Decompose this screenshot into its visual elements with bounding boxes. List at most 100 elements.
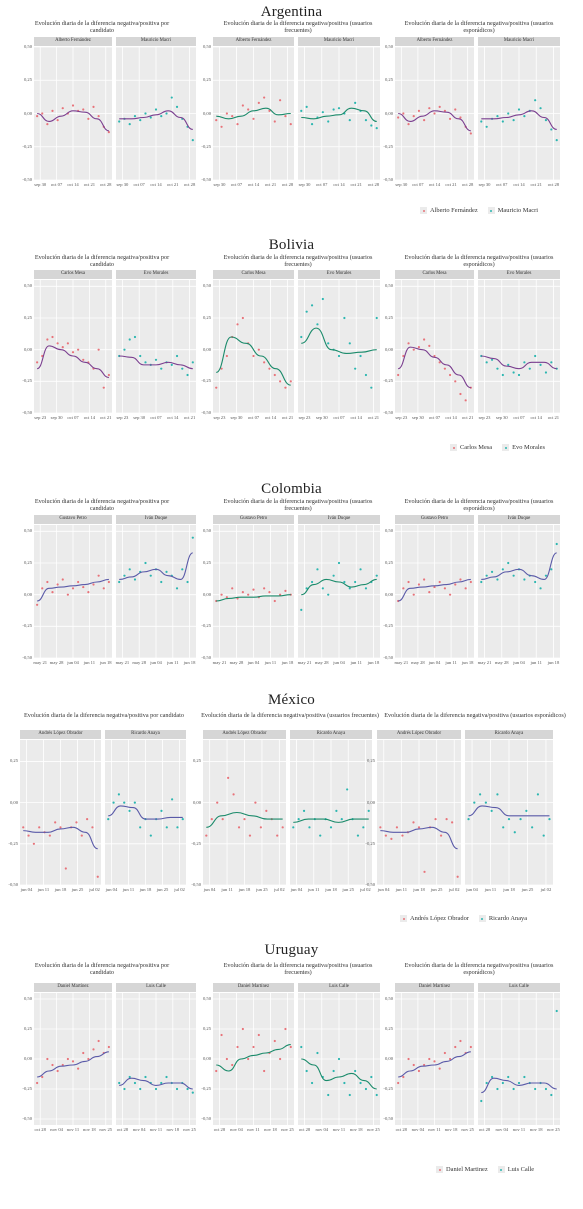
data-point <box>305 105 308 108</box>
x-tick-label: jun 11 <box>83 660 96 665</box>
data-point <box>438 361 441 364</box>
data-point <box>348 342 351 345</box>
data-point <box>71 351 75 354</box>
data-point <box>335 809 338 812</box>
data-point <box>149 116 152 119</box>
legend-item: Carlos Mesa <box>450 444 492 451</box>
facet-strip-label: Mauricio Macri <box>116 37 196 46</box>
data-point <box>402 112 405 115</box>
y-tick-label: 0,25 <box>9 758 18 764</box>
data-point <box>423 1063 426 1067</box>
x-tick-label: nov 25 <box>281 1127 294 1132</box>
x-tick-label: oct 28 <box>213 1127 226 1132</box>
data-point <box>87 1057 90 1061</box>
legend-swatch <box>400 915 407 922</box>
data-point <box>170 96 173 99</box>
x-tick-label: nov 18 <box>349 1127 363 1132</box>
data-point <box>279 593 282 596</box>
data-point <box>279 99 282 102</box>
data-point <box>41 112 44 115</box>
y-tick-label: 0,25 <box>23 1026 32 1031</box>
data-point <box>107 580 110 584</box>
y-tick-label: 0,25 <box>202 560 211 565</box>
trend-curve <box>398 110 471 132</box>
legend-item: Luis Calle <box>497 1166 534 1173</box>
data-point <box>417 583 421 586</box>
x-tick-label: oct 28 <box>34 1127 46 1132</box>
data-point <box>359 354 362 358</box>
data-point <box>412 821 415 824</box>
data-point <box>236 323 239 326</box>
facet-panel <box>395 993 474 1125</box>
y-tick-label: 0,00 <box>9 799 18 805</box>
y-tick-label: -0,25 <box>22 1086 32 1091</box>
data-point <box>469 580 472 584</box>
data-point <box>92 583 95 586</box>
data-point <box>308 826 311 829</box>
y-tick-label: -0,50 <box>383 177 393 182</box>
data-point <box>375 574 378 577</box>
data-point <box>289 380 292 383</box>
chart-subtitle: Evolución diaria de la diferencia negati… <box>223 962 373 976</box>
y-tick-label: 0,25 <box>23 315 32 320</box>
trend-curve <box>301 327 377 355</box>
data-point <box>423 338 426 341</box>
facet-strip-label: Alberto Fernández <box>395 37 474 46</box>
facet-panel <box>395 47 474 180</box>
data-point <box>321 111 324 114</box>
data-point <box>464 587 467 590</box>
data-point <box>236 123 239 126</box>
x-tick-label: nov 18 <box>264 1127 277 1132</box>
data-point <box>46 1057 49 1061</box>
data-point <box>539 587 542 590</box>
facet-plot <box>465 740 553 885</box>
data-point <box>144 361 147 364</box>
data-point <box>496 367 499 370</box>
trend-curve <box>301 1058 377 1090</box>
facet-strip-label: Alberto Fernández <box>213 37 294 46</box>
facet-panel <box>34 47 112 180</box>
facet-strip-label: Carlos Mesa <box>395 270 474 279</box>
data-point <box>215 119 218 122</box>
data-point <box>423 119 426 122</box>
facet-plot <box>290 740 372 885</box>
data-point <box>451 821 454 824</box>
y-tick-label: -0,50 <box>383 1116 393 1121</box>
data-point <box>82 358 85 361</box>
x-tick-label: oct 07 <box>496 182 508 187</box>
y-tick-label: 0,25 <box>202 1026 211 1031</box>
data-point <box>512 574 515 577</box>
data-point <box>165 826 168 829</box>
x-tick-label: may 28 <box>132 660 147 665</box>
data-point <box>61 1063 64 1067</box>
x-tick-label: jun 04 <box>247 660 260 665</box>
facet-strip-label: Evo Morales <box>298 270 380 279</box>
facet-panel <box>20 740 101 885</box>
x-tick-label: jun 18 <box>325 887 337 892</box>
data-point <box>227 776 230 779</box>
x-tick-label: oct 14 <box>247 182 260 187</box>
x-tick-label: oct 07 <box>316 182 328 187</box>
data-point <box>36 1081 39 1085</box>
data-point <box>300 109 303 112</box>
data-point <box>417 346 421 349</box>
x-tick-label: jun 25 <box>71 887 84 892</box>
x-tick-label: oct 07 <box>67 415 79 420</box>
data-point <box>248 834 252 837</box>
data-point <box>490 1075 494 1079</box>
data-point <box>133 578 137 581</box>
x-tick-label: nov 25 <box>99 1127 113 1132</box>
data-point <box>507 817 511 821</box>
data-point <box>332 574 335 577</box>
data-point <box>241 104 244 107</box>
data-point <box>107 1045 110 1049</box>
data-point <box>310 304 314 307</box>
data-point <box>273 599 276 603</box>
data-point <box>364 1087 368 1091</box>
data-point <box>443 587 446 590</box>
facet-plot <box>478 47 560 180</box>
data-point <box>459 1039 462 1043</box>
y-tick-label: 0,00 <box>384 110 393 116</box>
country-title: Uruguay <box>264 942 319 958</box>
data-point <box>149 834 152 837</box>
